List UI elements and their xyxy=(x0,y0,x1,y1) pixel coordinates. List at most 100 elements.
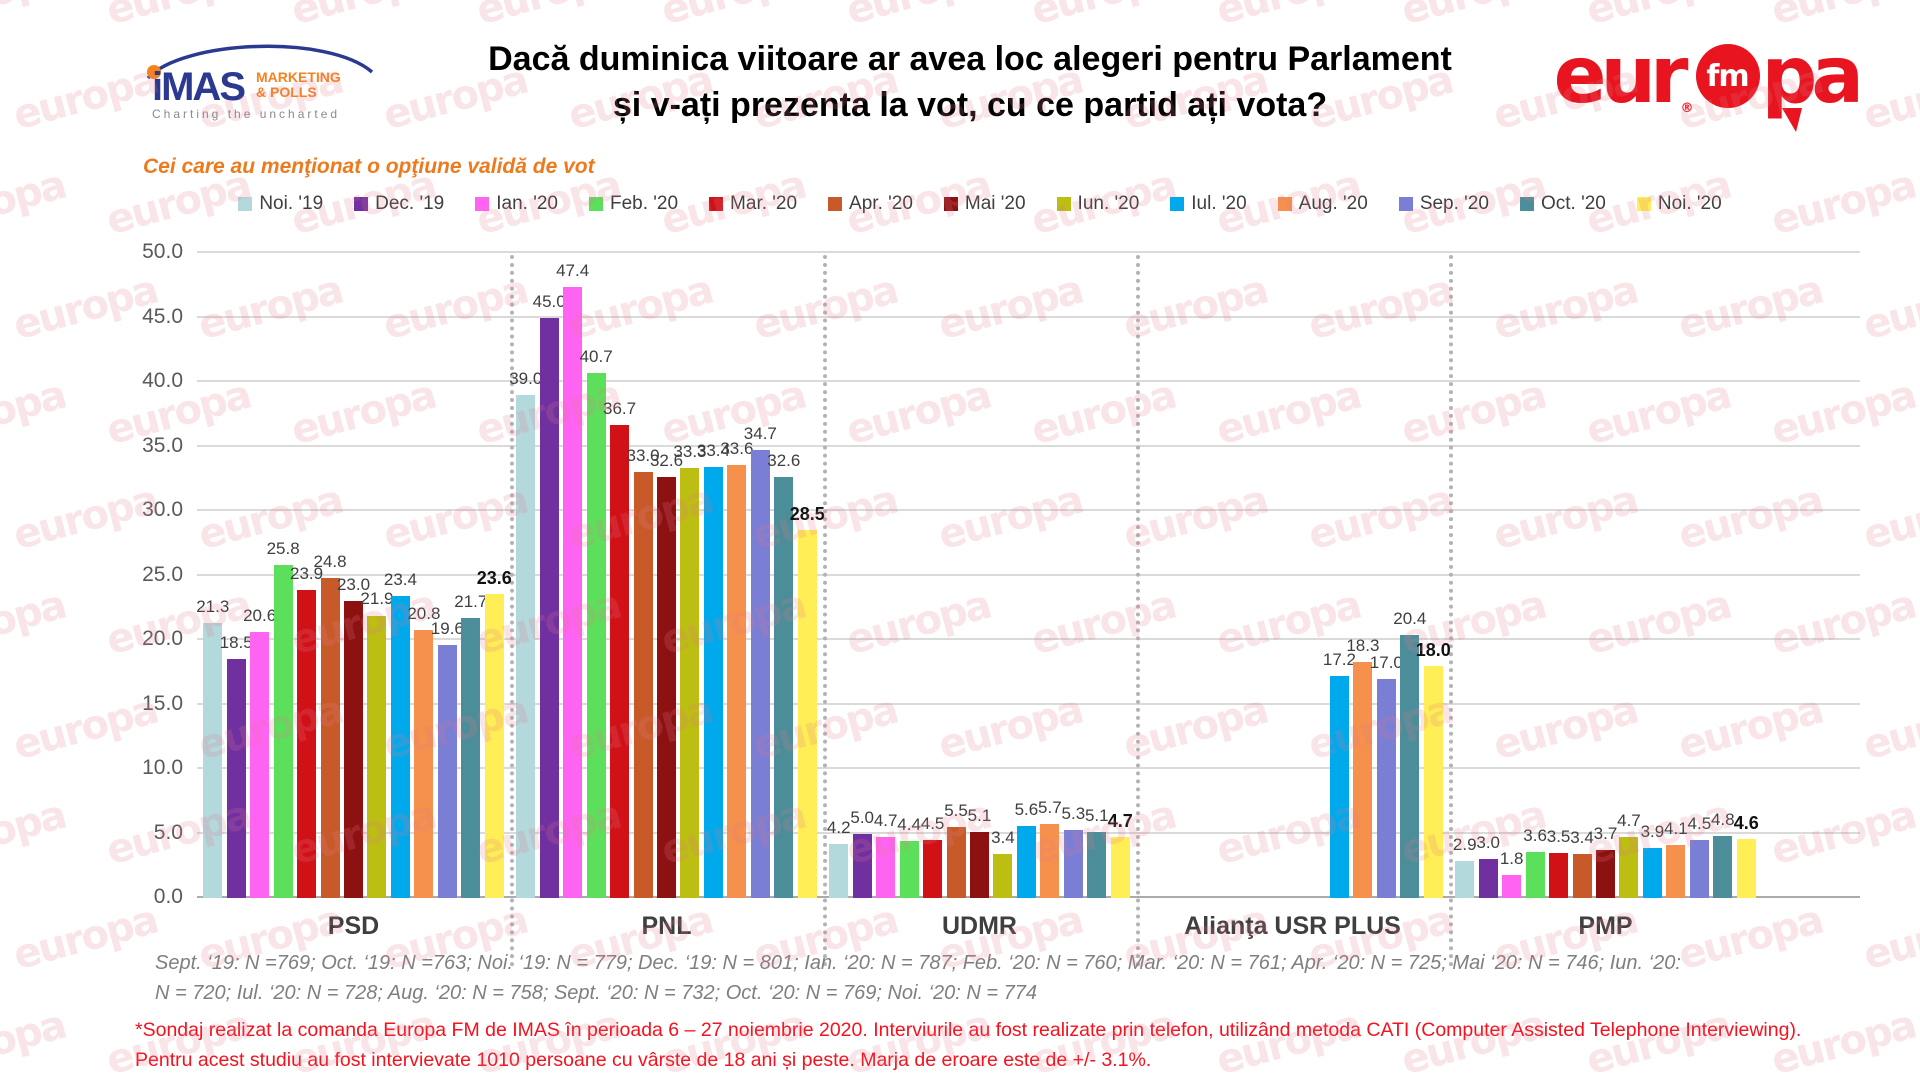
legend-item: Dec. '19 xyxy=(354,193,444,215)
bar-group-pmp: 2.9 3.0 1.8 3.6 3.5 3.4 3.7 4.7 3.9 4.1 4.5 4.8 4.6 P… xyxy=(1449,253,1762,940)
bar-feb-20 xyxy=(273,565,293,898)
bar-noi-20 xyxy=(797,530,817,898)
legend-label: Mar. '20 xyxy=(730,193,798,214)
bar-iul-20 xyxy=(390,596,410,898)
gridline-y-10 xyxy=(197,767,1860,769)
legend-swatch-icon xyxy=(1519,197,1534,211)
legend-swatch-icon xyxy=(238,197,253,211)
bar-value-label: 23.0 xyxy=(336,575,371,595)
bar-iun-20 xyxy=(367,615,387,898)
y-axis-tick-label: 40.0 xyxy=(142,369,183,392)
bar-sep-20 xyxy=(1063,829,1083,898)
imas-tagline: Charting the uncharted xyxy=(152,107,340,121)
title-line-2: și v-ați prezenta la vot, cu ce partid a… xyxy=(612,86,1328,124)
gridline-y-30 xyxy=(197,509,1860,511)
legend-swatch-icon xyxy=(1056,197,1071,211)
legend-label: Dec. '19 xyxy=(375,193,445,214)
legend-swatch-icon xyxy=(1398,197,1413,211)
legend-item: Mar. '20 xyxy=(709,193,797,215)
bar-noi-19 xyxy=(1455,860,1475,898)
legend-swatch-icon xyxy=(475,197,490,211)
bar-value-label: 20.6 xyxy=(243,606,277,626)
legend-swatch-icon xyxy=(1170,197,1185,211)
bar-mar-20 xyxy=(1549,852,1569,898)
bar-mar-20 xyxy=(923,839,943,898)
bar-noi-20 xyxy=(1423,665,1443,898)
gridline-y-25 xyxy=(197,573,1860,576)
bar-value-label: 5.1 xyxy=(1084,806,1109,826)
bar-ian-20 xyxy=(250,632,270,898)
bar-aug-20 xyxy=(1353,661,1373,898)
sample-sizes-line-2: N = 720; Iul. ‘20: N = 728; Aug. ‘20: N … xyxy=(155,982,1038,1004)
legend-item: Oct. '20 xyxy=(1519,193,1606,215)
bar-value-label: 23.4 xyxy=(383,570,417,590)
legend-item: Ian. '20 xyxy=(475,193,558,215)
legend-label: Ian. '20 xyxy=(496,193,558,214)
bar-dec-19 xyxy=(226,659,246,898)
legend-label: Iul. '20 xyxy=(1191,193,1247,214)
bar-value-label: 5.3 xyxy=(1061,803,1086,823)
group-separator xyxy=(1136,255,1140,967)
category-label: PMP xyxy=(1578,912,1633,940)
bar-group-pnl: 39.0 45.0 47.4 40.7 36.7 33.0 32.6 33.3 33.4 33.6… xyxy=(509,253,825,940)
bar-noi-19 xyxy=(516,394,536,898)
bar-ian-20 xyxy=(1502,874,1522,898)
bar-apr-20 xyxy=(320,578,340,898)
legend-swatch-icon xyxy=(709,197,724,211)
bar-group-udmr: 4.2 5.0 4.7 4.4 4.5 5.5 5.1 3.4 5.6 5.7 5.3 5.1 4.7 U… xyxy=(823,253,1136,940)
y-axis-tick-label: 30.0 xyxy=(142,498,183,521)
y-axis-tick-label: 25.0 xyxy=(142,562,183,586)
bar-value-label: 4.1 xyxy=(1664,819,1688,839)
legend-label: Noi. '19 xyxy=(259,193,324,214)
bar-value-label: 28.5 xyxy=(789,504,825,525)
bar-aug-20 xyxy=(414,629,434,898)
y-axis-tick-label: 50.0 xyxy=(142,240,183,263)
bar-value-label: 3.4 xyxy=(991,828,1015,848)
bar-feb-20 xyxy=(899,841,919,898)
bar-noi-20 xyxy=(1110,837,1130,898)
category-label: UDMR xyxy=(942,912,1017,940)
bar-value-label: 3.7 xyxy=(1593,824,1618,844)
bar-iul-20 xyxy=(1016,825,1036,898)
bar-iul-20 xyxy=(703,467,723,898)
legend-swatch-icon xyxy=(828,197,843,211)
legend-swatch-icon xyxy=(1636,197,1651,211)
y-axis-tick-label: 5.0 xyxy=(153,820,183,844)
chart-legend: Noi. '19 Dec. '19 Ian. '20 Feb. '20 Mar. '20… xyxy=(160,193,1800,215)
bar-value-label: 21.3 xyxy=(196,597,230,617)
bar-value-label: 47.4 xyxy=(556,260,590,280)
bar-iun-20 xyxy=(680,468,700,898)
legend-label: Noi. '20 xyxy=(1657,193,1722,214)
legend-label: Feb. '20 xyxy=(609,193,679,214)
bar-value-label: 3.4 xyxy=(1570,828,1594,848)
bar-value-label: 18.0 xyxy=(1415,639,1451,660)
bar-value-label: 4.7 xyxy=(1107,811,1133,832)
bar-value-label: 5.1 xyxy=(967,806,992,826)
legend-label: Mai '20 xyxy=(964,193,1026,214)
imas-logo-graphic: iMAS MARKETING & POLLS Charting the unch… xyxy=(146,44,374,121)
legend-swatch-icon xyxy=(354,197,369,211)
bar-feb-20 xyxy=(1525,851,1545,898)
europafm-fm-text: fm xyxy=(1706,58,1749,94)
bar-value-label: 3.6 xyxy=(1523,825,1547,845)
bar-mar-20 xyxy=(610,424,630,898)
bar-value-label: 5.7 xyxy=(1038,798,1062,818)
bar-value-label: 24.8 xyxy=(313,552,347,572)
bar-value-label: 33.4 xyxy=(696,441,730,461)
bar-value-label: 32.6 xyxy=(767,451,801,471)
legend-item: Iul. '20 xyxy=(1170,193,1247,215)
legend-item: Noi. '20 xyxy=(1636,193,1722,215)
bar-oct-20 xyxy=(774,477,794,898)
category-label: Alianţa USR PLUS xyxy=(1184,912,1401,940)
y-axis-tick-label: 15.0 xyxy=(142,691,183,715)
europafm-logo-tail xyxy=(1782,108,1802,132)
methodology-note: *Sondaj realizat la comanda Europa FM de… xyxy=(135,1015,1835,1075)
bar-value-label: 39.0 xyxy=(509,368,543,388)
plot-area: 21.3 18.5 20.6 25.8 23.9 24.8 23.0 21.9 23.4 20.8… xyxy=(196,251,1860,967)
bar-value-label: 40.7 xyxy=(579,346,613,366)
bar-mai-20 xyxy=(1596,850,1615,898)
gridline-y-20 xyxy=(197,638,1860,640)
legend-swatch-icon xyxy=(588,197,603,211)
bar-value-label: 17.0 xyxy=(1369,652,1403,672)
